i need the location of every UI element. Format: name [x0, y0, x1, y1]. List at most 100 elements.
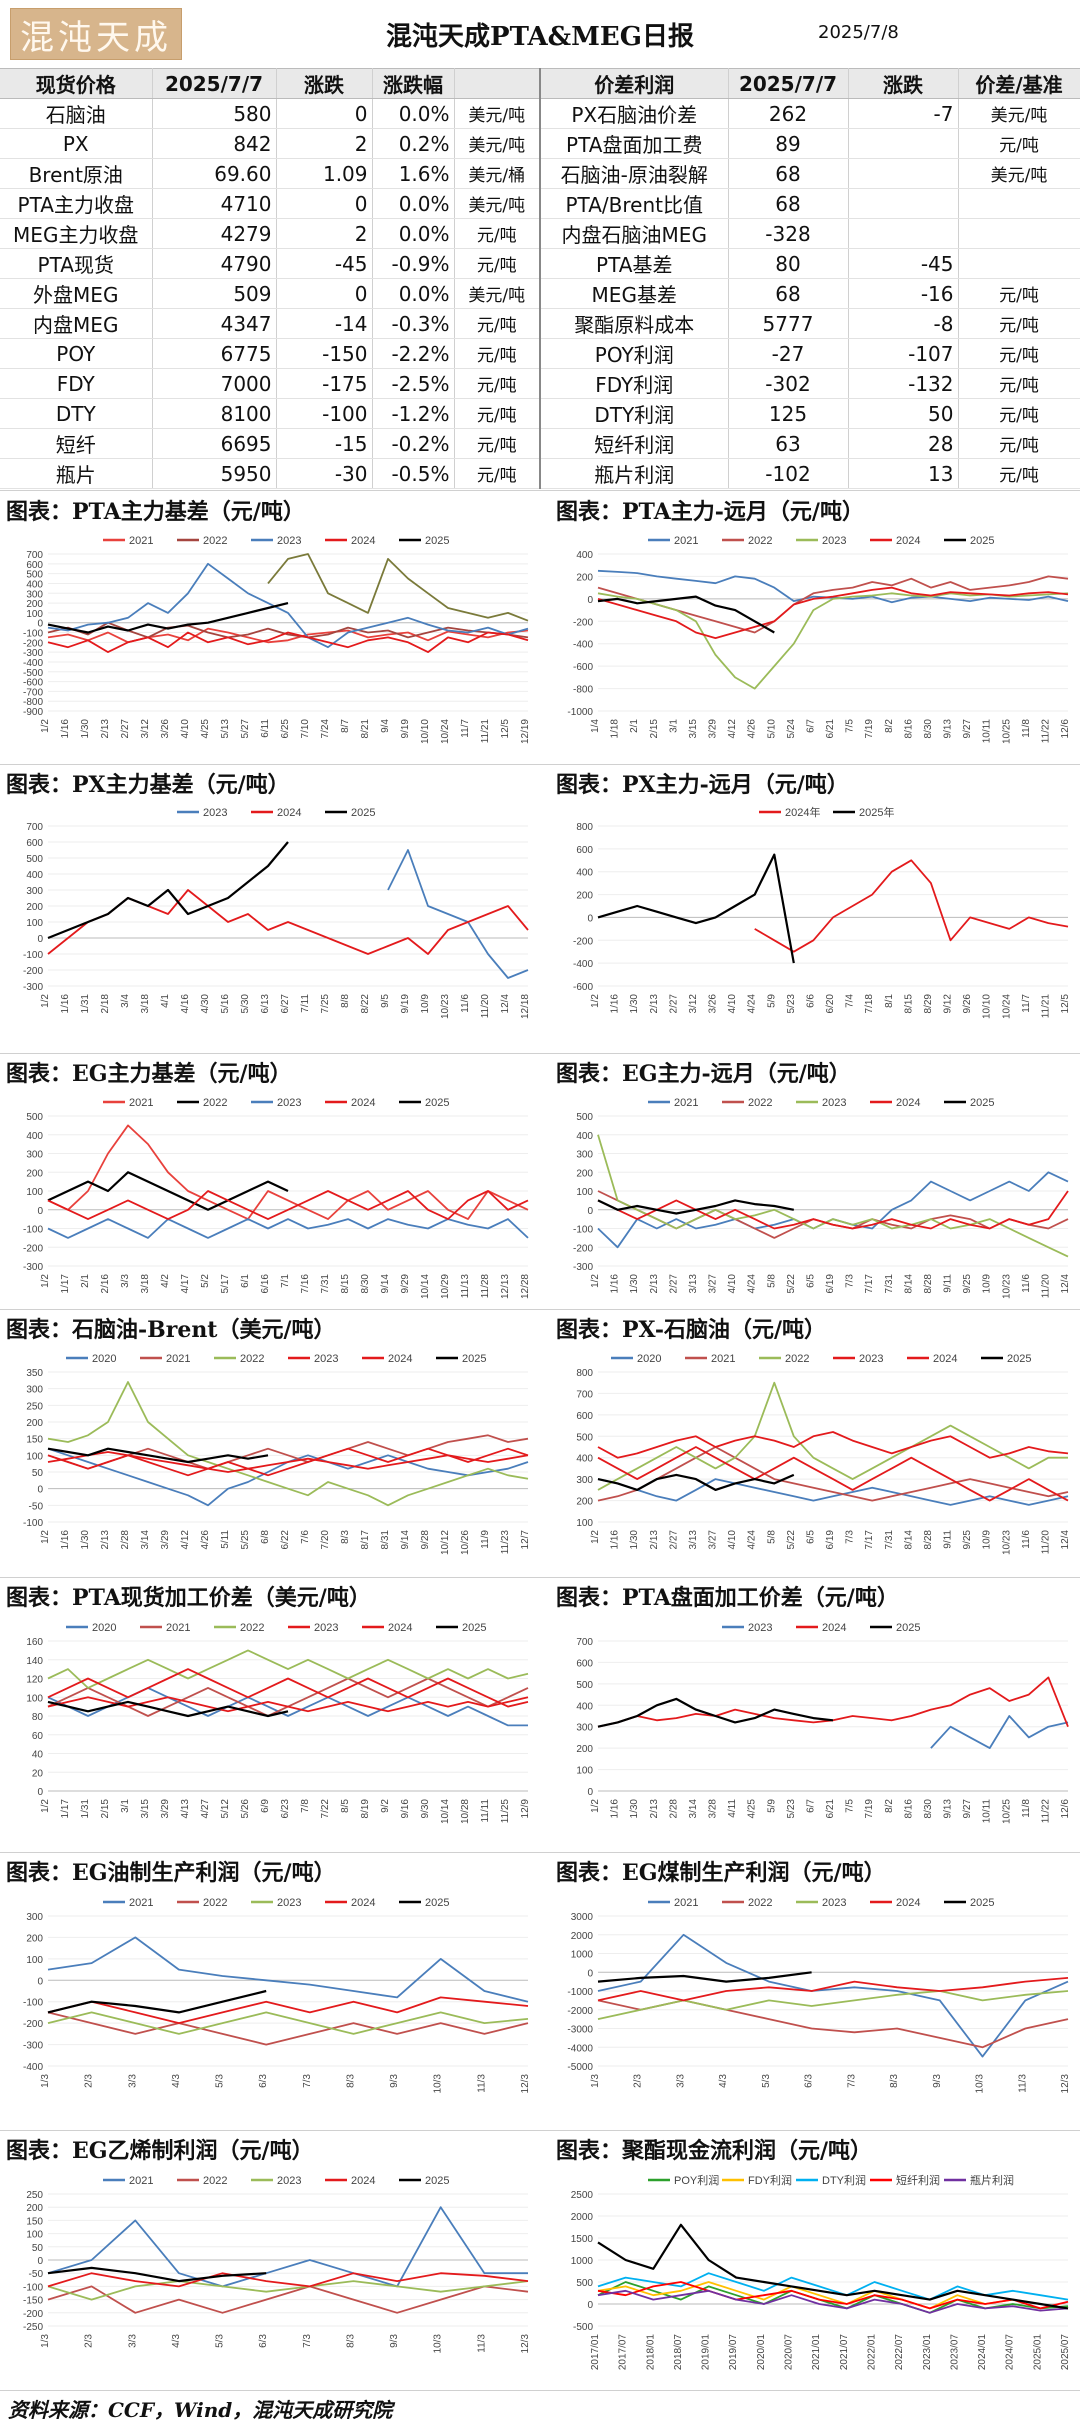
x-tick-label: 1/31: [80, 994, 91, 1014]
table-cell: 125: [728, 398, 849, 429]
x-tick-label: 4/12: [180, 1530, 191, 1550]
x-tick-label: 7/25: [320, 994, 331, 1014]
y-tick-label: 400: [576, 1454, 593, 1465]
x-tick-label: 7/31: [884, 1530, 895, 1550]
y-tick-label: 0: [587, 1206, 593, 1217]
y-tick-label: 20: [32, 1768, 44, 1779]
x-tick-label: 9/25: [962, 1274, 973, 1294]
table-cell: 0: [276, 278, 373, 309]
y-tick-label: -200: [573, 1243, 593, 1254]
section-divider: [0, 764, 1080, 765]
x-tick-label: 11/8: [1021, 719, 1032, 738]
x-tick-label: 6/7: [805, 1799, 816, 1813]
x-tick-label: 5/2: [200, 1274, 211, 1288]
x-tick-label: 4/10: [727, 1274, 738, 1294]
y-tick-label: 0: [587, 2300, 593, 2311]
x-tick-label: 7/20: [320, 1530, 331, 1550]
table-cell: -102: [728, 458, 849, 489]
x-tick-label: 11/25: [500, 1799, 511, 1824]
x-tick-label: 3/12: [140, 719, 151, 739]
x-tick-label: 2/13: [649, 1799, 660, 1819]
legend-label: 2020: [637, 1353, 661, 1365]
x-tick-label: 7/22: [320, 1799, 331, 1819]
x-tick-label: 5/3: [761, 2074, 772, 2088]
series-line-2023: [47, 562, 529, 649]
x-tick-label: 6/23: [280, 1799, 291, 1819]
y-tick-label: -400: [23, 2062, 43, 2073]
legend-label: 2025: [425, 1897, 449, 1909]
table-cell: 89: [728, 128, 849, 159]
x-tick-label: 5/27: [240, 719, 251, 739]
table-cell: 短纤: [0, 428, 153, 459]
x-tick-label: 1/31: [80, 1799, 91, 1819]
chart-pta-futures-margin: 2023 2024 2025 0 100 200 300 400 500 600 700 1/2 1/1…: [576, 1622, 1071, 1824]
y-tick-label: -600: [23, 678, 43, 689]
table-cell: PTA基差: [540, 248, 729, 279]
series-line-2025: [597, 1697, 834, 1728]
y-tick-label: -500: [573, 2322, 593, 2333]
table-cell: 美元/吨: [958, 98, 1080, 129]
x-tick-label: 4/26: [200, 1530, 211, 1550]
x-tick-label: 2025/01: [1032, 2334, 1043, 2371]
y-tick-label: 700: [26, 822, 43, 833]
y-tick-label: -800: [573, 685, 593, 696]
series-line-2024: [597, 586, 1069, 639]
x-tick-label: 8/14: [903, 1530, 914, 1550]
x-tick-label: 1/30: [629, 1530, 640, 1550]
y-tick-label: 80: [32, 1712, 44, 1723]
x-tick-label: 10/10: [982, 994, 993, 1019]
x-tick-label: 1/2: [590, 1799, 601, 1813]
y-tick-label: -400: [23, 658, 43, 669]
y-tick-label: -100: [23, 629, 43, 640]
x-tick-label: 1/16: [610, 1530, 621, 1550]
table-row: DTY 8100 -100 -1.2% 元/吨 DTY利润 125 50 元/吨: [0, 398, 1080, 429]
y-tick-label: 700: [576, 1637, 593, 1648]
x-tick-label: 2/13: [649, 1274, 660, 1294]
table-cell: -0.3%: [372, 308, 455, 339]
table-cell: -14: [276, 308, 373, 339]
legend-label: 2023: [277, 1097, 301, 1109]
y-tick-label: 3000: [571, 1912, 594, 1923]
x-tick-label: 11/21: [480, 719, 491, 744]
x-tick-label: 8/30: [923, 1799, 934, 1819]
x-tick-label: 6/21: [825, 719, 836, 739]
y-tick-label: 1500: [571, 2234, 594, 2245]
table-header-row: 现货价格 2025/7/7 涨跌 涨跌幅 价差利润 2025/7/7 涨跌 价差/基准: [0, 68, 1080, 99]
chart-title-eg-ethylene-profit: 图表：EG乙烯制利润（元/吨）: [6, 2138, 314, 2164]
x-tick-label: 9/13: [943, 1799, 954, 1819]
legend-label: 2021: [674, 1097, 698, 1109]
x-tick-label: 12/13: [500, 1274, 511, 1299]
x-tick-label: 7/3: [302, 2334, 313, 2348]
y-tick-label: 100: [26, 609, 43, 620]
legend-label: 2024: [388, 1622, 412, 1634]
y-tick-label: 500: [576, 2278, 593, 2289]
y-tick-label: 300: [26, 1150, 43, 1161]
y-tick-label: 0: [37, 1206, 43, 1217]
x-tick-label: 1/30: [80, 1530, 91, 1550]
series-line-2025: [597, 1199, 795, 1215]
x-tick-label: 10/14: [440, 1799, 451, 1824]
x-tick-label: 2/27: [668, 1530, 679, 1550]
legend-label: 2025年: [859, 805, 894, 819]
table-cell: 13: [848, 458, 959, 489]
y-tick-label: 200: [576, 572, 593, 583]
legend-label: 2022: [240, 1622, 264, 1634]
table-cell: [848, 128, 959, 159]
x-tick-label: 1/30: [80, 719, 91, 739]
table-cell: 4710: [152, 188, 277, 219]
x-tick-label: 2024/01: [977, 2334, 988, 2371]
x-tick-label: 2/3: [84, 2334, 95, 2348]
x-tick-label: 11/9: [480, 1530, 491, 1549]
series-line-2024年: [754, 859, 1069, 953]
section-divider: [0, 1577, 1080, 1578]
y-tick-label: 250: [26, 1401, 43, 1412]
x-tick-label: 2020/07: [784, 2334, 795, 2371]
legend-label: 2024: [351, 1897, 375, 1909]
report-header: 混沌天成 混沌天成PTA&MEG日报 2025/7/8: [0, 0, 1080, 66]
x-tick-label: 6/5: [805, 1274, 816, 1288]
table-cell: -15: [276, 428, 373, 459]
x-tick-label: 2021/01: [811, 2334, 822, 2371]
legend-label: 2025: [351, 807, 375, 819]
table-cell: Brent原油: [0, 158, 153, 189]
y-tick-label: 800: [576, 1368, 593, 1379]
